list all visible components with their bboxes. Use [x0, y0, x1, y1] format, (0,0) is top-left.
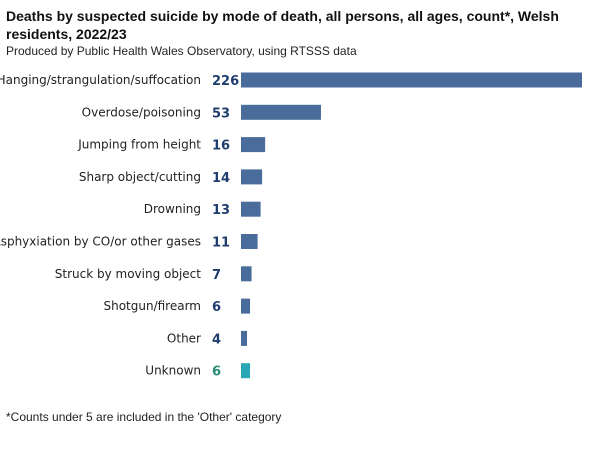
data-label: 16: [212, 139, 230, 154]
bar: [241, 201, 261, 217]
chart-title: Deaths by suspected suicide by mode of d…: [6, 8, 559, 42]
bar: [241, 169, 263, 185]
bar: [241, 266, 252, 282]
bar-chart: Hanging/strangulation/suffocation 226 Over…: [0, 72, 582, 380]
bar: [241, 137, 266, 153]
category-label: Drowning: [144, 202, 201, 216]
data-label: 14: [212, 171, 230, 186]
category-label: Overdose/poisoning: [82, 105, 201, 119]
category-label: Unknown: [145, 364, 201, 378]
data-label: 53: [212, 106, 230, 121]
category-label: Asphyxiation by CO/or other gases: [0, 235, 201, 249]
footnote: *Counts under 5 are included in the 'Oth…: [6, 410, 282, 424]
bar: [241, 330, 248, 346]
data-label: 4: [212, 332, 221, 347]
category-label: Struck by moving object: [55, 267, 202, 281]
bar: [241, 104, 321, 120]
category-label: Jumping from height: [77, 138, 201, 152]
bar: [241, 298, 251, 314]
category-label: Other: [167, 331, 201, 345]
chart-subtitle: Produced by Public Health Wales Observat…: [6, 44, 357, 58]
data-label: 13: [212, 203, 230, 218]
data-label: 6: [212, 300, 221, 315]
data-label: 7: [212, 268, 221, 283]
category-label: Sharp object/cutting: [79, 170, 201, 184]
bar: [241, 72, 582, 88]
bar: [241, 363, 251, 379]
data-label: 6: [212, 365, 221, 380]
category-label: Hanging/strangulation/suffocation: [0, 73, 201, 87]
data-label: 226: [212, 74, 239, 89]
data-label: 11: [212, 236, 230, 251]
category-label: Shotgun/firearm: [103, 299, 201, 313]
bar: [241, 234, 258, 249]
